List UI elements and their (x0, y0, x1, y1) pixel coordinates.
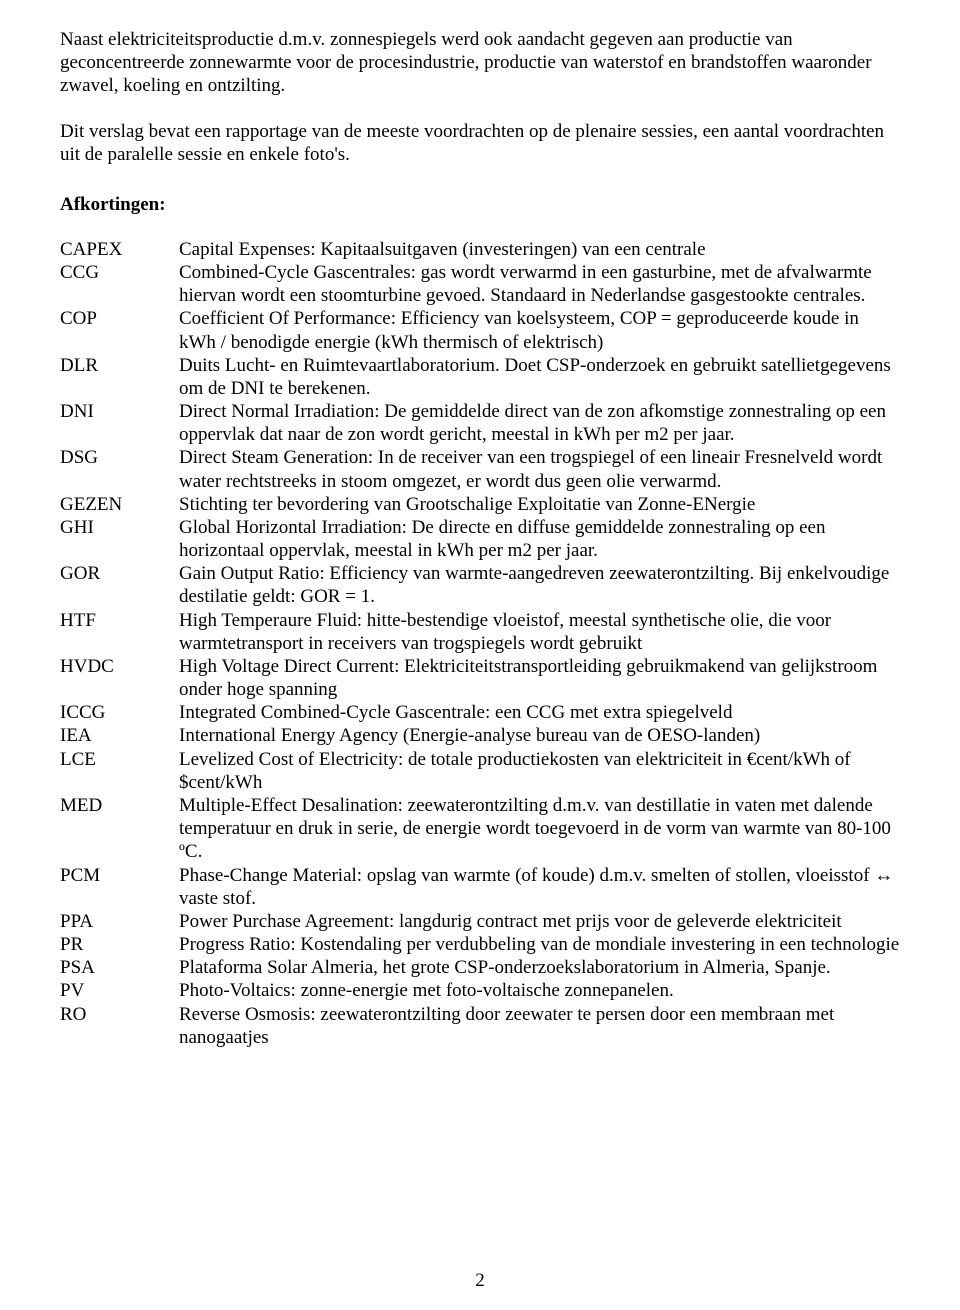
definition-row: ROReverse Osmosis: zeewaterontzilting do… (60, 1003, 900, 1049)
definition-term: HVDC (60, 655, 179, 678)
intro-paragraph-2: Dit verslag bevat een rapportage van de … (60, 120, 900, 166)
definition-description: Duits Lucht- en Ruimtevaartlaboratorium.… (179, 354, 900, 400)
definition-row: PRProgress Ratio: Kostendaling per verdu… (60, 933, 900, 956)
definition-term: COP (60, 307, 179, 330)
definition-description: High Voltage Direct Current: Elektricite… (179, 655, 900, 701)
abbreviations-list: CAPEXCapital Expenses: Kapitaalsuitgaven… (60, 238, 900, 1049)
abbreviations-heading: Afkortingen: (60, 194, 900, 216)
definition-description: Gain Output Ratio: Efficiency van warmte… (179, 562, 900, 608)
definition-description: Direct Steam Generation: In de receiver … (179, 446, 900, 492)
definition-term: PV (60, 979, 179, 1002)
definition-term: GHI (60, 516, 179, 539)
definition-term: HTF (60, 609, 179, 632)
definition-term: ICCG (60, 701, 179, 724)
definition-row: CAPEXCapital Expenses: Kapitaalsuitgaven… (60, 238, 900, 261)
definition-row: PVPhoto-Voltaics: zonne-energie met foto… (60, 979, 900, 1002)
intro-paragraph-1: Naast elektriciteitsproductie d.m.v. zon… (60, 28, 900, 98)
definition-term: GOR (60, 562, 179, 585)
definition-description: Global Horizontal Irradiation: De direct… (179, 516, 900, 562)
definition-term: LCE (60, 748, 179, 771)
definition-description: Photo-Voltaics: zonne-energie met foto-v… (179, 979, 900, 1002)
definition-row: GHIGlobal Horizontal Irradiation: De dir… (60, 516, 900, 562)
definition-row: PCMPhase-Change Material: opslag van war… (60, 864, 900, 910)
definition-description: Progress Ratio: Kostendaling per verdubb… (179, 933, 900, 956)
definition-description: Integrated Combined-Cycle Gascentrale: e… (179, 701, 900, 724)
definition-term: CAPEX (60, 238, 179, 261)
definition-term: DSG (60, 446, 179, 469)
definition-term: RO (60, 1003, 179, 1026)
definition-description: Levelized Cost of Electricity: de totale… (179, 748, 900, 794)
definition-description: Plataforma Solar Almeria, het grote CSP-… (179, 956, 900, 979)
definition-row: DLRDuits Lucht- en Ruimtevaartlaboratori… (60, 354, 900, 400)
definition-description: Capital Expenses: Kapitaalsuitgaven (inv… (179, 238, 900, 261)
definition-row: HTFHigh Temperaure Fluid: hitte-bestendi… (60, 609, 900, 655)
definition-row: COPCoefficient Of Performance: Efficienc… (60, 307, 900, 353)
definition-term: GEZEN (60, 493, 179, 516)
definition-row: HVDCHigh Voltage Direct Current: Elektri… (60, 655, 900, 701)
definition-row: ICCGIntegrated Combined-Cycle Gascentral… (60, 701, 900, 724)
document-page: Naast elektriciteitsproductie d.m.v. zon… (0, 0, 960, 1310)
definition-description: Power Purchase Agreement: langdurig cont… (179, 910, 900, 933)
definition-term: PPA (60, 910, 179, 933)
definition-term: IEA (60, 724, 179, 747)
definition-term: CCG (60, 261, 179, 284)
definition-term: PCM (60, 864, 179, 887)
definition-row: IEAInternational Energy Agency (Energie-… (60, 724, 900, 747)
definition-row: PSAPlataforma Solar Almeria, het grote C… (60, 956, 900, 979)
definition-row: DSGDirect Steam Generation: In de receiv… (60, 446, 900, 492)
page-number: 2 (0, 1270, 960, 1292)
definition-description: Phase-Change Material: opslag van warmte… (179, 864, 900, 910)
definition-row: LCELevelized Cost of Electricity: de tot… (60, 748, 900, 794)
definition-description: Direct Normal Irradiation: De gemiddelde… (179, 400, 900, 446)
definition-term: DNI (60, 400, 179, 423)
definition-description: Reverse Osmosis: zeewaterontzilting door… (179, 1003, 900, 1049)
definition-term: DLR (60, 354, 179, 377)
definition-term: PR (60, 933, 179, 956)
definition-row: MEDMultiple-Effect Desalination: zeewate… (60, 794, 900, 864)
definition-row: CCGCombined-Cycle Gascentrales: gas word… (60, 261, 900, 307)
definition-row: PPAPower Purchase Agreement: langdurig c… (60, 910, 900, 933)
definition-description: Stichting ter bevordering van Grootschal… (179, 493, 900, 516)
definition-term: MED (60, 794, 179, 817)
definition-description: International Energy Agency (Energie-ana… (179, 724, 900, 747)
definition-description: High Temperaure Fluid: hitte-bestendige … (179, 609, 900, 655)
definition-description: Coefficient Of Performance: Efficiency v… (179, 307, 900, 353)
definition-description: Combined-Cycle Gascentrales: gas wordt v… (179, 261, 900, 307)
definition-term: PSA (60, 956, 179, 979)
definition-row: GORGain Output Ratio: Efficiency van war… (60, 562, 900, 608)
definition-row: GEZENStichting ter bevordering van Groot… (60, 493, 900, 516)
definition-description: Multiple-Effect Desalination: zeewateron… (179, 794, 900, 864)
definition-row: DNIDirect Normal Irradiation: De gemidde… (60, 400, 900, 446)
